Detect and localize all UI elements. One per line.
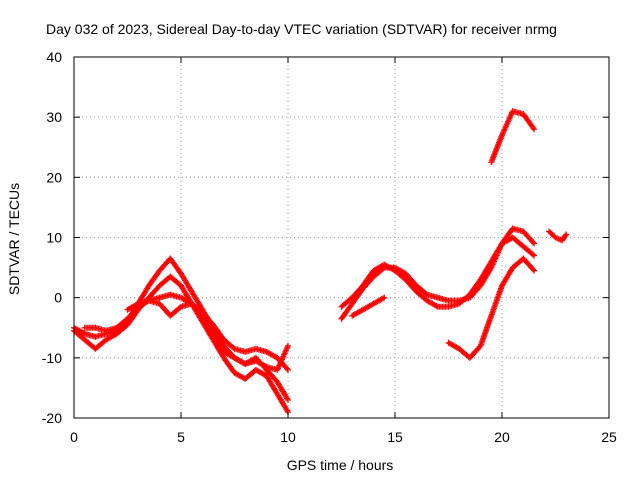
data-point-marker	[562, 232, 569, 239]
data-point-marker	[531, 126, 538, 133]
data-point-marker	[433, 302, 440, 309]
x-tick-label: 0	[70, 429, 78, 445]
series-track-d	[124, 291, 291, 373]
data-point-marker	[529, 251, 536, 258]
data-point-marker	[285, 396, 291, 403]
series-track-h	[445, 255, 538, 361]
y-tick-label: 0	[54, 290, 62, 306]
data-point-marker	[530, 266, 537, 273]
y-axis-label: SDTVAR / TECUs	[6, 183, 22, 295]
data-point-marker	[379, 295, 386, 302]
x-tick-label: 10	[280, 429, 296, 445]
y-tick-label: 30	[46, 109, 62, 125]
y-tick-label: 10	[46, 230, 62, 246]
x-tick-label: 20	[494, 429, 510, 445]
data-point-marker	[531, 240, 538, 247]
data-point-marker	[285, 366, 291, 373]
data-point-marker	[283, 365, 290, 372]
data-point-marker	[530, 239, 537, 246]
y-tick-label: 40	[46, 49, 62, 65]
y-tick-label: -10	[42, 350, 62, 366]
grid-lines	[74, 57, 609, 418]
data-point-marker	[133, 301, 140, 308]
data-point-marker	[563, 231, 570, 238]
x-tick-label: 25	[601, 429, 617, 445]
chart-title: Day 032 of 2023, Sidereal Day-to-day VTE…	[46, 21, 557, 37]
data-point-marker	[531, 252, 538, 259]
data-point-marker	[284, 407, 291, 414]
series-track-i	[488, 108, 538, 166]
data-series	[71, 108, 570, 415]
data-point-marker	[531, 267, 538, 274]
x-tick-label: 15	[387, 429, 403, 445]
x-axis-label: GPS time / hours	[287, 457, 394, 473]
data-point-marker	[284, 395, 291, 402]
data-point-marker	[381, 294, 388, 301]
y-tick-label: -20	[42, 410, 62, 426]
data-point-marker	[80, 330, 87, 337]
x-tick-label: 5	[177, 429, 185, 445]
data-point-marker	[262, 363, 269, 370]
series-track-g	[349, 294, 388, 319]
axis-ticks: 0 5 10 15 20 25 -20 -10 0 10 20 30 40	[42, 49, 617, 445]
series-track-j	[546, 228, 570, 244]
data-point-marker	[285, 342, 291, 349]
data-point-marker	[530, 124, 537, 131]
series-track-f	[338, 234, 538, 310]
y-tick-label: 20	[46, 169, 62, 185]
